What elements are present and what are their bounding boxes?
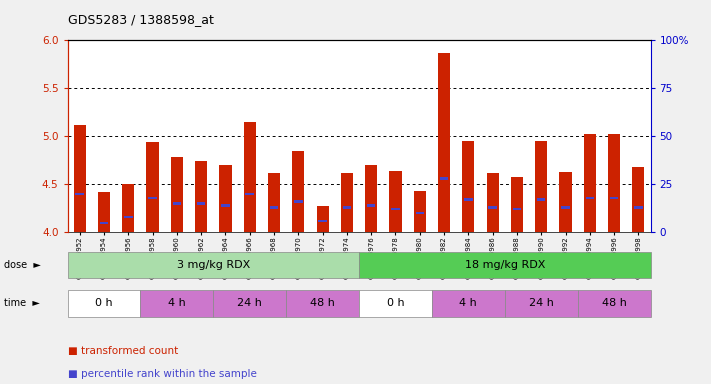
Bar	[511, 177, 523, 232]
Bar	[390, 171, 402, 232]
Bar	[415, 212, 424, 214]
Text: 48 h: 48 h	[602, 298, 626, 308]
Bar	[292, 151, 304, 232]
Text: 4 h: 4 h	[168, 298, 186, 308]
Text: GDS5283 / 1388598_at: GDS5283 / 1388598_at	[68, 13, 213, 26]
Bar	[561, 206, 570, 209]
Text: 0 h: 0 h	[95, 298, 113, 308]
Bar	[391, 208, 400, 210]
Bar	[462, 141, 474, 232]
Bar	[486, 173, 498, 232]
Bar	[560, 172, 572, 232]
Text: 48 h: 48 h	[310, 298, 335, 308]
Bar	[74, 125, 86, 232]
Bar	[610, 197, 619, 199]
Text: 4 h: 4 h	[459, 298, 477, 308]
Bar	[316, 207, 328, 232]
Text: dose  ►: dose ►	[4, 260, 41, 270]
Text: 3 mg/kg RDX: 3 mg/kg RDX	[176, 260, 250, 270]
Bar	[244, 122, 256, 232]
Bar	[221, 204, 230, 207]
Bar	[197, 202, 205, 205]
Bar	[464, 199, 473, 201]
Text: 24 h: 24 h	[237, 298, 262, 308]
Bar	[488, 206, 497, 209]
Bar	[537, 199, 545, 201]
Bar	[632, 167, 644, 232]
Bar	[608, 134, 620, 232]
Text: ■ transformed count: ■ transformed count	[68, 346, 178, 356]
Bar	[149, 197, 157, 199]
Bar	[122, 184, 134, 232]
Bar	[535, 141, 547, 232]
Bar	[440, 177, 449, 180]
Bar	[195, 161, 207, 232]
Bar	[438, 53, 450, 232]
Text: 0 h: 0 h	[387, 298, 405, 308]
Bar	[75, 193, 84, 195]
Bar	[513, 208, 521, 210]
Bar	[220, 165, 232, 232]
Bar	[414, 191, 426, 232]
Bar	[124, 216, 132, 218]
Bar	[245, 193, 254, 195]
Bar	[584, 134, 596, 232]
Bar	[319, 220, 327, 222]
Bar	[341, 173, 353, 232]
Bar	[146, 142, 159, 232]
Bar	[634, 206, 643, 209]
Bar	[98, 192, 110, 232]
Bar	[343, 206, 351, 209]
Bar	[173, 202, 181, 205]
Text: 24 h: 24 h	[529, 298, 554, 308]
Bar	[100, 222, 108, 224]
Bar	[268, 173, 280, 232]
Bar	[367, 204, 375, 207]
Bar	[171, 157, 183, 232]
Text: 18 mg/kg RDX: 18 mg/kg RDX	[464, 260, 545, 270]
Bar	[586, 197, 594, 199]
Text: ■ percentile rank within the sample: ■ percentile rank within the sample	[68, 369, 257, 379]
Bar	[269, 206, 278, 209]
Bar	[294, 200, 303, 203]
Bar	[365, 165, 378, 232]
Text: time  ►: time ►	[4, 298, 39, 308]
